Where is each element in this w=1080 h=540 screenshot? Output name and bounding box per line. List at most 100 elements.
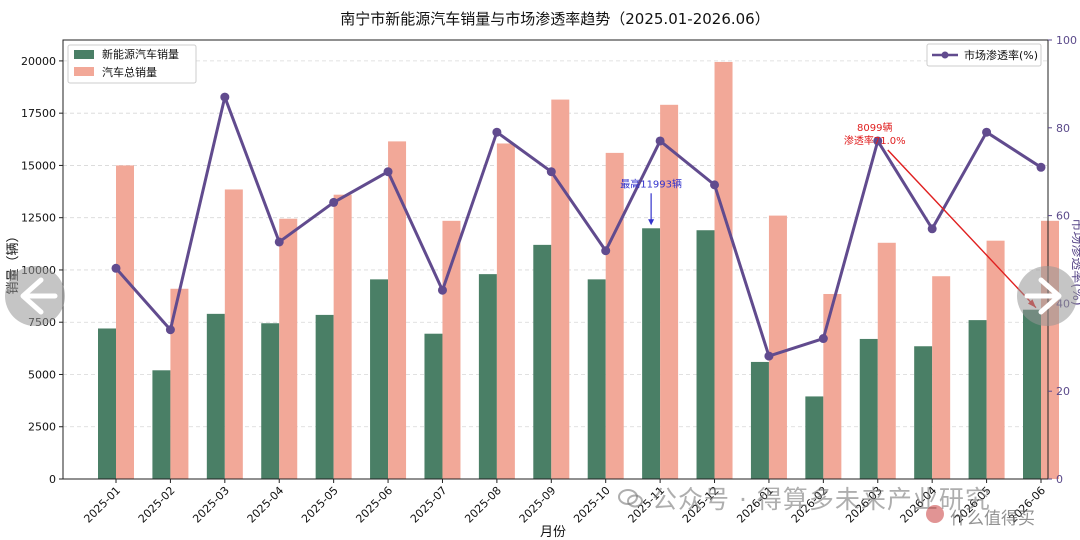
annotation-peak-arrowhead	[648, 219, 655, 226]
rate-point-2025-08	[492, 127, 502, 137]
prev-arrow-button[interactable]	[5, 266, 65, 326]
x-tick-label: 2025-09	[517, 484, 559, 526]
bar-total-2025-02	[170, 288, 189, 479]
bar-nev-2025-10	[587, 279, 606, 479]
penetration-polyline	[114, 95, 1042, 358]
bar-total-2025-11	[660, 104, 679, 480]
legend-swatch-total	[74, 67, 94, 76]
bar-total-2026-06	[1041, 220, 1059, 480]
bar-total-2025-12	[714, 61, 733, 479]
chart-title: 南宁市新能源汽车销量与市场渗透率趋势（2025.01-2026.06）	[340, 10, 769, 28]
y2-tick-label: 20	[1056, 385, 1070, 398]
legend-label-rate: 市场渗透率(%)	[964, 48, 1038, 62]
bar-total-2026-04	[932, 276, 951, 479]
legend-label-total: 汽车总销量	[102, 65, 157, 79]
bar-total-2025-04	[279, 218, 298, 479]
bar-total-2025-03	[224, 189, 243, 479]
bar-nev-2025-01	[98, 328, 116, 479]
y-tick-label: 12500	[21, 212, 56, 225]
x-tick-label: 2025-03	[190, 484, 232, 526]
bar-nev-2025-05	[315, 314, 334, 479]
x-tick-label: 2025-07	[408, 484, 450, 526]
x-tick-label: 2025-05	[299, 484, 341, 526]
next-arrow-button[interactable]	[1017, 266, 1077, 326]
bar-total-2026-03	[877, 242, 896, 479]
rate-point-2026-05	[982, 127, 992, 137]
rate-point-2025-04	[274, 237, 284, 247]
rate-point-2026-04	[927, 224, 937, 234]
legend-label-nev: 新能源汽车销量	[102, 47, 179, 61]
y-tick-label: 2500	[28, 421, 56, 434]
annotation-latest-label: 渗透率71.0%	[844, 134, 906, 147]
rate-point-2026-06	[1036, 162, 1046, 172]
rate-point-2026-02	[818, 334, 828, 344]
legend-marker-rate	[941, 51, 949, 59]
bar-nev-2026-02	[805, 396, 824, 479]
rate-point-2025-02	[165, 325, 175, 335]
site-watermark: 什么值得买	[950, 509, 1035, 529]
bar-total-2025-09	[551, 99, 570, 479]
bar-nev-2026-04	[914, 346, 933, 479]
bar-total-2025-07	[442, 220, 461, 480]
penetration-line	[111, 92, 1046, 361]
bar-nev-2025-07	[424, 333, 443, 479]
bar-nev-2025-03	[206, 313, 225, 479]
y2-tick-label: 80	[1056, 122, 1070, 135]
annotation-peak-label: 最高11993辆	[620, 177, 682, 190]
x-tick-label: 2025-10	[571, 484, 613, 526]
bar-nev-2025-09	[533, 244, 552, 479]
plot-frame	[62, 39, 1049, 480]
rate-point-2025-12	[710, 180, 720, 190]
rate-point-2025-06	[383, 167, 393, 177]
bar-nev-2025-02	[152, 370, 171, 479]
bar-total-2025-06	[388, 141, 407, 479]
y-tick-label: 0	[49, 473, 56, 486]
bar-total-2026-01	[768, 215, 787, 479]
x-tick-label: 2025-01	[81, 484, 123, 526]
legend-swatch-nev	[74, 50, 94, 59]
bars	[98, 61, 1059, 480]
wechat-logo-icon	[618, 489, 643, 508]
bar-nev-2026-03	[859, 338, 878, 479]
y2-axis-label: 市场渗透率(%)	[1069, 218, 1080, 306]
rate-point-2026-03	[873, 136, 883, 146]
rate-point-2025-11	[655, 136, 665, 146]
y2-tick-label: 60	[1056, 210, 1070, 223]
bar-nev-2025-04	[261, 323, 280, 479]
bar-total-2026-02	[823, 293, 842, 479]
x-tick-label: 2025-08	[462, 484, 504, 526]
y-tick-label: 15000	[21, 159, 56, 172]
bar-nev-2026-06	[1023, 309, 1041, 479]
rate-point-2025-09	[546, 167, 556, 177]
bar-nev-2025-11	[642, 228, 661, 479]
y2-tick-label: 100	[1056, 34, 1077, 47]
x-axis-label: 月份	[540, 525, 566, 540]
x-tick-label: 2025-02	[136, 484, 178, 526]
y-tick-label: 5000	[28, 368, 56, 381]
bar-total-2025-08	[496, 143, 515, 479]
arrow-right-icon	[1024, 277, 1062, 315]
legend-right: 市场渗透率(%)	[926, 43, 1042, 67]
rate-point-2025-01	[111, 263, 121, 273]
bar-total-2026-05	[986, 240, 1005, 479]
smzdm-logo-icon	[926, 505, 944, 523]
bar-nev-2025-06	[370, 279, 389, 479]
rate-point-2026-01	[764, 351, 774, 361]
x-tick-label: 2025-04	[245, 484, 287, 526]
y2-tick-label: 0	[1056, 473, 1063, 486]
rate-point-2025-10	[601, 246, 611, 256]
annotation-latest-label: 8099辆	[857, 121, 892, 134]
rate-point-2025-07	[437, 285, 447, 295]
rate-point-2025-03	[220, 92, 230, 102]
bar-nev-2025-12	[696, 230, 715, 479]
bar-total-2025-01	[116, 165, 134, 479]
legend-left: 新能源汽车销量 汽车总销量	[67, 44, 197, 84]
bar-nev-2025-08	[478, 274, 497, 479]
bar-total-2025-05	[333, 194, 352, 479]
y-tick-label: 17500	[21, 107, 56, 120]
bar-total-2025-10	[605, 152, 624, 479]
annotation-latest-arrow	[887, 149, 1037, 309]
x-tick-label: 2025-06	[353, 484, 395, 526]
